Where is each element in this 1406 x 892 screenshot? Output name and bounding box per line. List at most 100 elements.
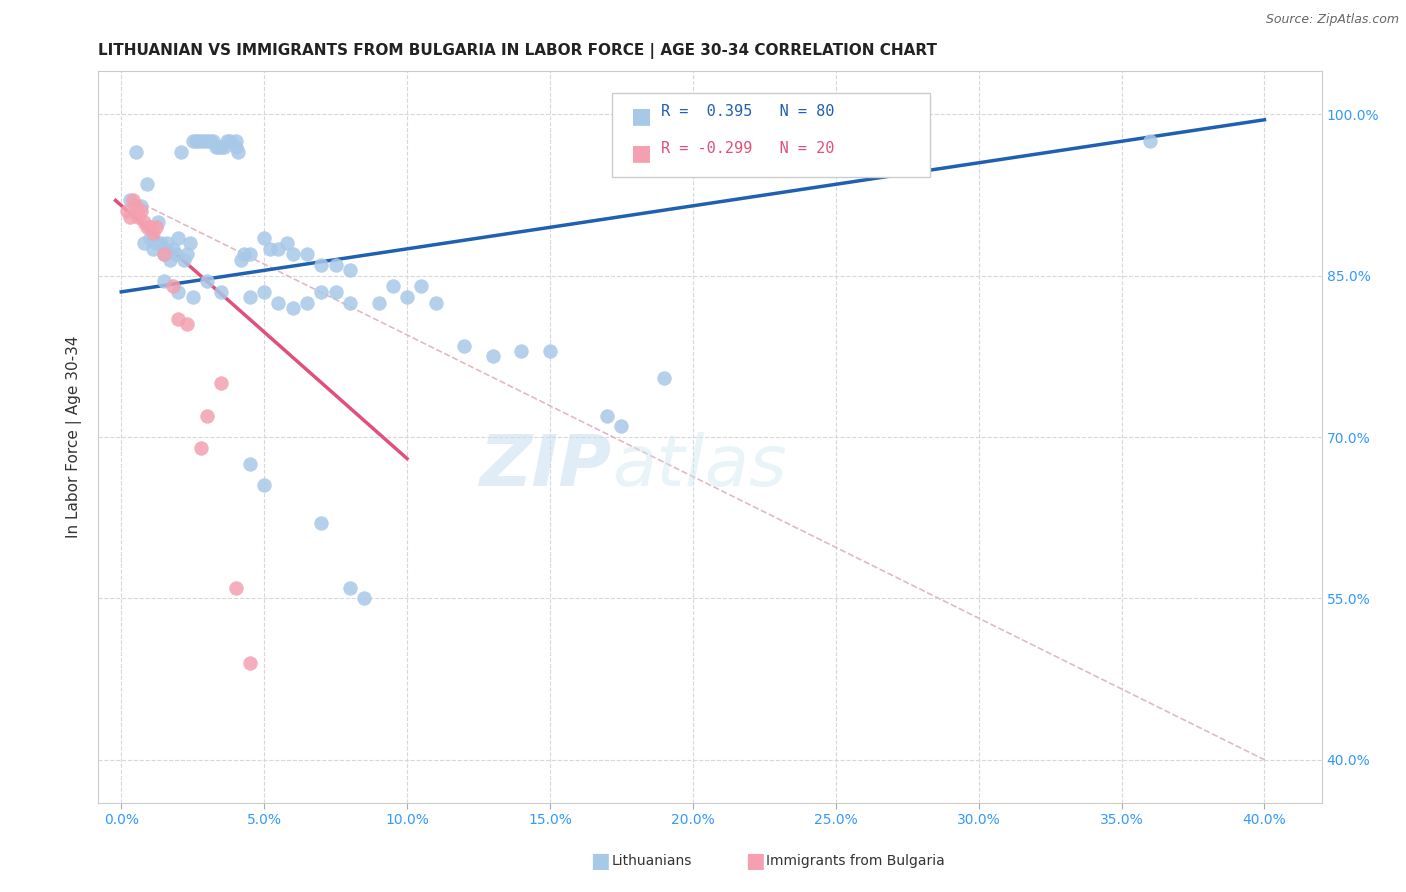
Point	[381, 279, 404, 293]
Text: ZIP: ZIP	[479, 432, 612, 500]
Point	[124, 199, 146, 213]
Point	[325, 258, 347, 272]
Point	[339, 581, 361, 595]
Point	[652, 371, 675, 385]
Text: ■: ■	[630, 143, 651, 163]
Point	[353, 591, 375, 606]
Point	[142, 226, 165, 240]
Point	[239, 656, 262, 670]
Point	[325, 285, 347, 299]
Point	[207, 139, 229, 153]
Point	[115, 204, 138, 219]
Point	[153, 247, 176, 261]
Point	[281, 301, 304, 315]
Point	[228, 145, 250, 159]
Point	[195, 134, 218, 148]
Point	[176, 317, 198, 331]
Point	[339, 295, 361, 310]
Point	[610, 419, 633, 434]
Text: ■: ■	[591, 851, 610, 871]
Point	[118, 194, 141, 208]
Text: Source: ZipAtlas.com: Source: ZipAtlas.com	[1265, 13, 1399, 27]
Point	[195, 274, 218, 288]
Text: atlas: atlas	[612, 432, 787, 500]
Point	[124, 145, 146, 159]
Point	[187, 134, 209, 148]
Point	[281, 247, 304, 261]
Point	[239, 290, 262, 304]
Point	[190, 441, 212, 455]
Point	[482, 350, 505, 364]
Text: Immigrants from Bulgaria: Immigrants from Bulgaria	[766, 854, 945, 868]
Point	[153, 247, 176, 261]
Point	[184, 134, 207, 148]
Point	[425, 295, 447, 310]
Point	[295, 295, 318, 310]
Point	[193, 134, 215, 148]
Point	[195, 409, 218, 423]
Point	[170, 145, 193, 159]
Point	[233, 247, 256, 261]
Point	[225, 139, 247, 153]
Point	[311, 516, 333, 530]
Point	[139, 231, 162, 245]
Point	[162, 242, 184, 256]
Point	[190, 134, 212, 148]
Point	[212, 139, 235, 153]
Point	[239, 457, 262, 471]
Point	[173, 252, 195, 267]
Point	[209, 139, 232, 153]
Point	[136, 220, 159, 235]
Point	[159, 252, 181, 267]
Point	[201, 134, 224, 148]
Point	[167, 285, 190, 299]
Point	[276, 236, 298, 251]
Point	[129, 204, 152, 219]
Point	[176, 247, 198, 261]
Point	[134, 215, 156, 229]
Point	[209, 376, 232, 391]
Point	[453, 338, 475, 352]
Point	[162, 279, 184, 293]
Point	[156, 236, 179, 251]
Text: ■: ■	[630, 106, 651, 127]
Point	[139, 220, 162, 235]
Point	[231, 252, 253, 267]
Point	[179, 236, 201, 251]
Point	[181, 134, 204, 148]
Point	[267, 295, 290, 310]
Point	[129, 199, 152, 213]
Point	[204, 139, 226, 153]
Point	[127, 210, 149, 224]
Text: ■: ■	[745, 851, 765, 871]
Point	[118, 210, 141, 224]
Point	[411, 279, 433, 293]
Point	[142, 242, 165, 256]
Point	[596, 409, 619, 423]
Point	[225, 134, 247, 148]
Point	[259, 242, 281, 256]
Point	[367, 295, 389, 310]
Point	[1139, 134, 1161, 148]
Point	[165, 247, 187, 261]
Point	[145, 220, 167, 235]
Point	[311, 258, 333, 272]
Point	[267, 242, 290, 256]
Point	[150, 236, 173, 251]
Point	[167, 231, 190, 245]
Point	[148, 215, 170, 229]
Point	[136, 178, 159, 192]
Point	[538, 344, 561, 359]
Point	[339, 263, 361, 277]
Point	[311, 285, 333, 299]
Point	[145, 236, 167, 251]
Point	[253, 231, 276, 245]
Y-axis label: In Labor Force | Age 30-34: In Labor Force | Age 30-34	[66, 335, 83, 539]
Point	[209, 285, 232, 299]
Text: LITHUANIAN VS IMMIGRANTS FROM BULGARIA IN LABOR FORCE | AGE 30-34 CORRELATION CH: LITHUANIAN VS IMMIGRANTS FROM BULGARIA I…	[98, 43, 938, 59]
Point	[153, 274, 176, 288]
Point	[181, 290, 204, 304]
Point	[253, 478, 276, 492]
Point	[239, 247, 262, 261]
FancyBboxPatch shape	[612, 94, 931, 178]
